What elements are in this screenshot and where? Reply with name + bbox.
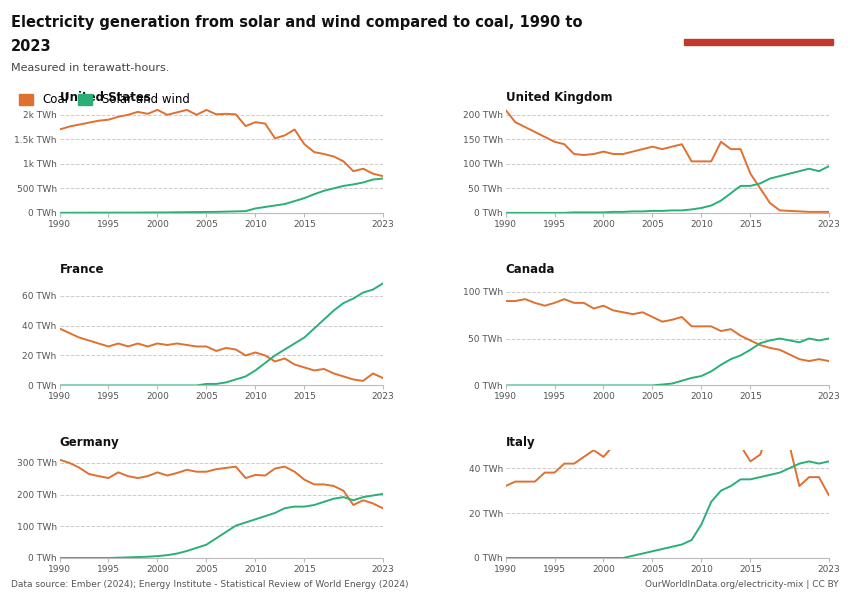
Text: OurWorldInData.org/electricity-mix | CC BY: OurWorldInData.org/electricity-mix | CC …: [645, 580, 839, 589]
Legend: Coal, Solar and wind: Coal, Solar and wind: [14, 89, 195, 111]
Text: Canada: Canada: [506, 263, 555, 277]
Text: in Data: in Data: [737, 23, 779, 34]
Text: Germany: Germany: [60, 436, 119, 449]
Bar: [684, 39, 833, 45]
Text: 2023: 2023: [11, 39, 52, 54]
Text: Our World: Our World: [728, 11, 788, 20]
Text: United States: United States: [60, 91, 150, 104]
Text: France: France: [60, 263, 104, 277]
Text: Electricity generation from solar and wind compared to coal, 1990 to: Electricity generation from solar and wi…: [11, 15, 582, 30]
Text: Data source: Ember (2024); Energy Institute - Statistical Review of World Energy: Data source: Ember (2024); Energy Instit…: [11, 580, 409, 589]
Text: Measured in terawatt-hours.: Measured in terawatt-hours.: [11, 63, 169, 73]
Text: Italy: Italy: [506, 436, 536, 449]
Text: United Kingdom: United Kingdom: [506, 91, 612, 104]
